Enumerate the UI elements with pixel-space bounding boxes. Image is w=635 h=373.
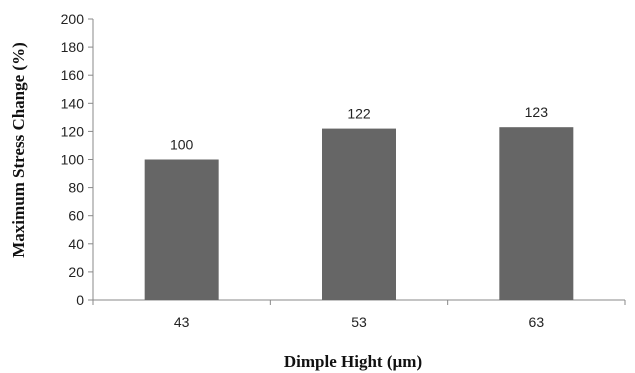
y-tick-label: 200 xyxy=(61,11,85,27)
data-label-43: 100 xyxy=(170,137,194,153)
bar-43 xyxy=(144,159,219,300)
x-tick-label-43: 43 xyxy=(174,314,190,330)
data-label-63: 123 xyxy=(525,104,549,120)
y-tick-label: 180 xyxy=(61,39,85,55)
bar-53 xyxy=(322,128,396,300)
x-axis-ticks: 43 53 63 xyxy=(92,300,626,330)
y-tick-label: 140 xyxy=(61,95,85,111)
y-tick-label: 160 xyxy=(61,67,85,83)
y-tick-label: 20 xyxy=(68,264,84,280)
bars: 100 122 123 xyxy=(144,104,574,300)
y-tick-label: 40 xyxy=(68,236,84,252)
x-tick-label-63: 63 xyxy=(529,314,545,330)
y-tick-label: 120 xyxy=(61,123,85,139)
y-tick-label: 60 xyxy=(68,208,84,224)
y-tick-label: 100 xyxy=(61,152,85,168)
x-tick-label-53: 53 xyxy=(351,314,367,330)
y-tick-label: 80 xyxy=(68,180,84,196)
y-tick-label: 0 xyxy=(76,292,84,308)
y-axis-title: Maximum Stress Change (%) xyxy=(9,42,28,257)
bar-63 xyxy=(499,127,574,300)
x-axis-title: Dimple Hight (µm) xyxy=(284,352,422,371)
data-label-53: 122 xyxy=(347,106,371,122)
y-axis-ticks: 0 20 40 60 80 100 120 140 160 180 200 xyxy=(61,11,93,308)
